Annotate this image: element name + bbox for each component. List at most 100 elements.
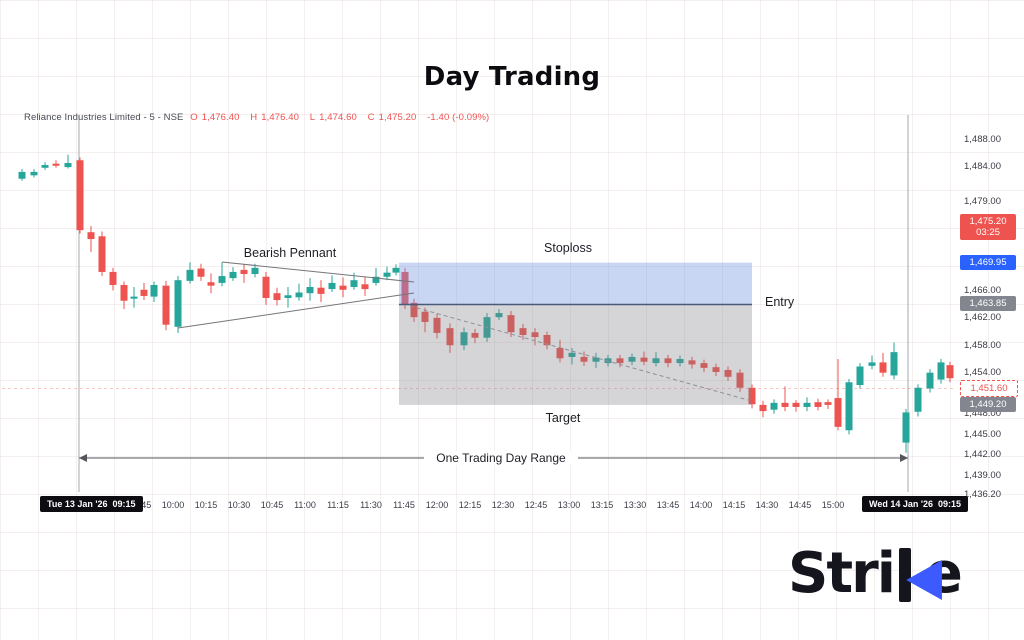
candle-body <box>41 165 49 168</box>
session-end-date-badge: Wed 14 Jan '26 09:15 <box>862 496 969 512</box>
time-axis[interactable]: Tue 13 Jan '26 09:15 Wed 14 Jan '26 09:1… <box>0 494 1024 516</box>
stoploss-label: Stoploss <box>544 241 592 255</box>
legend-high: H 1,476.40 <box>250 112 299 123</box>
time-tick-label: 11:00 <box>294 500 316 510</box>
time-tick-label: 12:15 <box>458 500 482 510</box>
candle-body <box>361 284 369 290</box>
target-zone <box>399 304 752 405</box>
stoploss-zone <box>399 262 752 305</box>
candle-body <box>471 332 479 338</box>
candle-body <box>87 232 95 240</box>
candle-body <box>688 360 696 365</box>
candle-body <box>460 332 468 346</box>
candle-body <box>109 271 117 285</box>
price-badge-blue: 1,469.95 <box>960 254 1016 270</box>
price-tick-label: 1,439.00 <box>964 469 1001 481</box>
candle-body <box>372 276 380 283</box>
candle-body <box>218 276 226 283</box>
candle-body <box>937 362 945 380</box>
price-tick-label: 1,454.00 <box>964 367 1001 378</box>
one-trading-day-range-label: One Trading Day Range <box>424 451 578 465</box>
candle-body <box>328 282 336 290</box>
candle-body <box>421 311 429 322</box>
candle-body <box>306 287 314 294</box>
range-arrow-left-head <box>79 454 87 462</box>
time-tick-label: 13:15 <box>590 500 614 510</box>
candle-body <box>507 315 515 333</box>
time-tick-label: 11:30 <box>360 500 382 510</box>
time-tick-label: 13:00 <box>557 500 581 510</box>
price-badge-gray: 1,449.20 <box>960 396 1016 412</box>
candle-body <box>140 289 148 296</box>
time-tick-label: 11:45 <box>393 500 415 510</box>
candle-body <box>628 356 636 362</box>
candle-body <box>383 272 391 277</box>
price-tick-label: 1,445.00 <box>964 428 1001 440</box>
candle-body <box>879 362 887 373</box>
time-tick-label: 10:30 <box>227 500 251 510</box>
candle-body <box>174 280 182 327</box>
candle-body <box>724 369 732 377</box>
time-tick-label: 14:45 <box>788 500 812 510</box>
candle-body <box>890 352 898 376</box>
price-tick-label: 1,462.00 <box>964 312 1001 324</box>
candle-body <box>262 276 270 298</box>
candle-body <box>580 356 588 362</box>
candle-body <box>284 295 292 298</box>
candle-body <box>556 348 564 359</box>
candle-body <box>834 398 842 427</box>
candle-body <box>18 171 26 179</box>
candle-body <box>792 402 800 407</box>
candle-body <box>197 268 205 277</box>
candle-body <box>495 313 503 318</box>
time-tick-label: 10:15 <box>194 500 218 510</box>
candle-body <box>676 358 684 364</box>
candle-body <box>824 402 832 405</box>
price-tick-label: 1,442.00 <box>964 449 1001 461</box>
candle-body <box>240 269 248 275</box>
candle-body <box>446 328 454 346</box>
candle-body <box>150 284 158 297</box>
candle-body <box>568 352 576 357</box>
candle-body <box>207 282 215 286</box>
entry-label: Entry <box>765 295 795 309</box>
candle-body <box>926 372 934 389</box>
time-tick-label: 12:45 <box>524 500 548 510</box>
candle-body <box>616 358 624 364</box>
price-badge-outline-red: 1,451.60 <box>960 380 1018 398</box>
candle-body <box>519 328 527 335</box>
candle-body <box>30 171 38 176</box>
time-tick-label: 14:15 <box>722 500 746 510</box>
time-tick-label: 10:00 <box>161 500 185 510</box>
candle-body <box>339 285 347 290</box>
legend-change: -1.40 (-0.09%) <box>427 112 490 123</box>
candle-body <box>98 236 106 272</box>
page-title: Day Trading <box>423 62 601 92</box>
candle-body <box>52 163 60 166</box>
time-tick-label: 12:30 <box>491 500 515 510</box>
candle-body <box>759 404 767 412</box>
candle-body <box>273 293 281 301</box>
price-tick-label: 1,436.20 <box>964 488 1001 500</box>
price-tick-label: 1,458.00 <box>964 339 1001 351</box>
candle-body <box>64 162 72 168</box>
time-tick-label: 13:45 <box>656 500 680 510</box>
time-tick-label: 15:00 <box>821 500 845 510</box>
candle-body <box>902 412 910 443</box>
legend-low: L 1,474.60 <box>309 112 357 123</box>
candle-body <box>410 302 418 318</box>
candle-body <box>76 160 84 231</box>
candle-body <box>186 269 194 281</box>
price-badge-countdown: 03:25 <box>976 226 1000 238</box>
candle-body <box>350 280 358 288</box>
candle-body <box>814 402 822 407</box>
candle-body <box>120 284 128 301</box>
candle-body <box>317 287 325 294</box>
price-axis[interactable]: 1,488.00 1,484.00 1,479.00 1,466.00 1,462.00… <box>956 110 1024 510</box>
candle-body <box>392 267 400 273</box>
price-badge-red: 1,475.20 03:25 <box>960 213 1016 240</box>
legend-open: O 1,476.40 <box>190 112 240 123</box>
target-dashed-trendline <box>409 305 749 401</box>
